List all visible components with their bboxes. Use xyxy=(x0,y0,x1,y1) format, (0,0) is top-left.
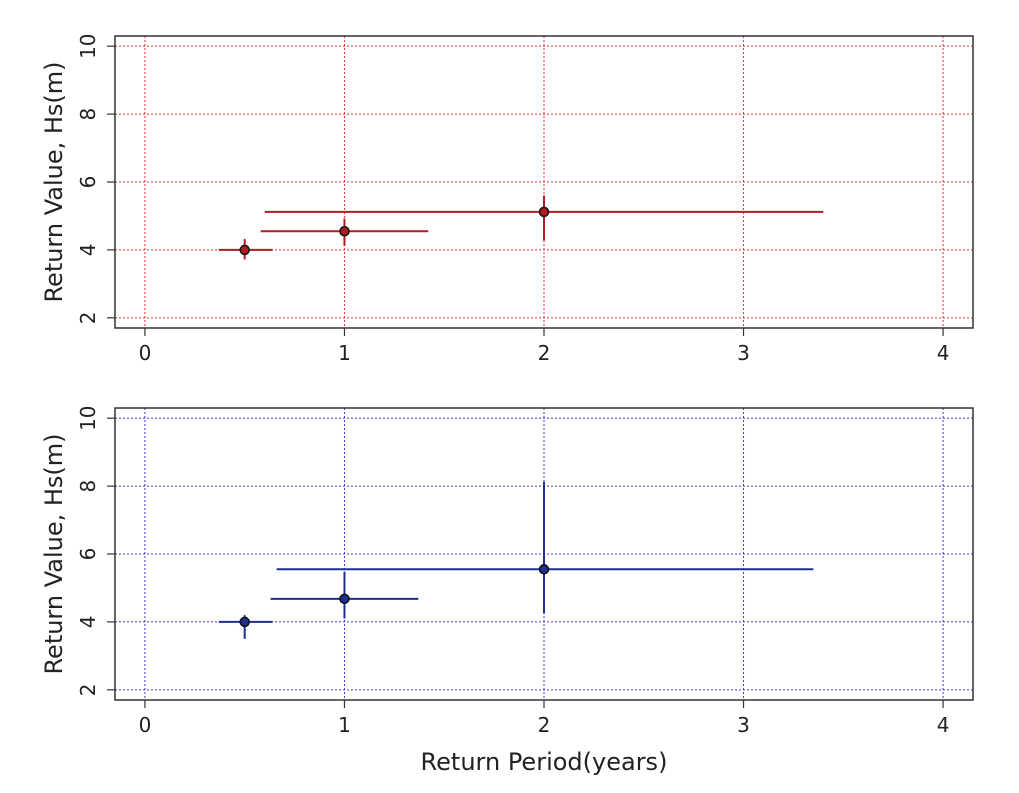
data-point xyxy=(339,593,350,605)
x-axis-title: Return Period(years) xyxy=(421,748,668,776)
y-tick-label: 8 xyxy=(76,480,100,493)
y-tick-label: 8 xyxy=(76,108,100,121)
y-tick-label: 4 xyxy=(76,244,100,257)
y-tick-label: 6 xyxy=(76,548,100,561)
x-tick-label: 4 xyxy=(937,341,950,365)
x-tick-label: 0 xyxy=(139,713,152,737)
x-tick-label: 1 xyxy=(338,341,351,365)
data-point xyxy=(538,206,550,218)
y-tick-label: 10 xyxy=(76,405,100,430)
y-tick-label: 4 xyxy=(76,616,100,629)
y-tick-label: 10 xyxy=(76,33,100,58)
x-tick-label: 3 xyxy=(737,713,750,737)
y-axis-title: Return Value, Hs(m) xyxy=(40,433,68,674)
y-tick-label: 6 xyxy=(76,176,100,189)
data-point xyxy=(239,616,250,628)
data-point xyxy=(339,225,350,237)
x-tick-label: 2 xyxy=(538,341,551,365)
bottom-panel: 0 1 2 3 4 2 4 6 8 10 Return Value, Hs(m) Return Per… xyxy=(40,405,974,776)
y-axis-title: Return Value, Hs(m) xyxy=(40,61,68,302)
data-point xyxy=(538,564,550,575)
top-panel: 0 1 2 3 4 2 4 6 8 10 Return Value, Hs(m) xyxy=(40,33,974,365)
data-point xyxy=(239,244,250,256)
x-tick-label: 2 xyxy=(538,713,551,737)
y-tick-label: 2 xyxy=(76,311,100,324)
x-tick-label: 0 xyxy=(139,341,152,365)
x-tick-label: 3 xyxy=(737,341,750,365)
y-tick-label: 2 xyxy=(76,683,100,696)
x-tick-label: 4 xyxy=(937,713,950,737)
x-tick-label: 1 xyxy=(338,713,351,737)
